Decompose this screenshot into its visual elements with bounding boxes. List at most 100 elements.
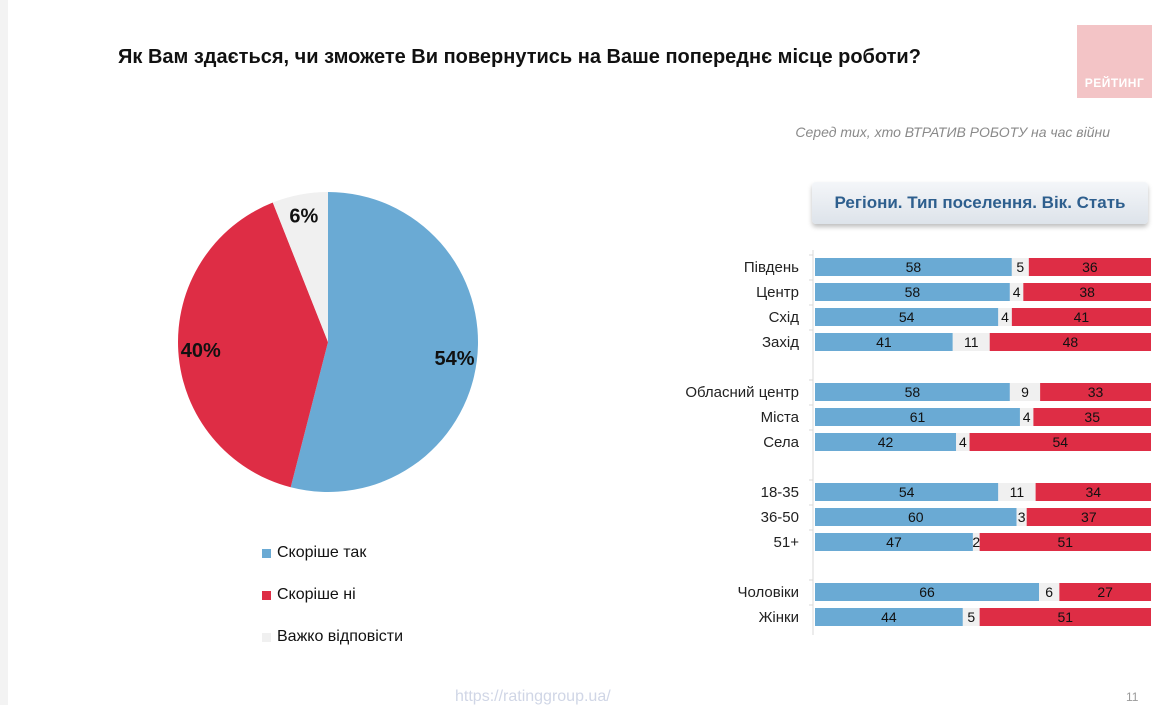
category-label: Обласний центр — [685, 384, 799, 401]
legend-swatch-no — [262, 590, 271, 600]
bar-segment-no — [1035, 483, 1151, 501]
pie-slice-no — [177, 202, 328, 488]
bar-segment-no — [1040, 383, 1151, 401]
bar-value-label: 41 — [876, 334, 892, 350]
bar-value-label: 35 — [1084, 409, 1100, 425]
bar-value-label: 38 — [1079, 284, 1095, 300]
left-edge-line — [0, 0, 8, 705]
category-label: Центр — [756, 284, 799, 301]
bar-value-label: 42 — [878, 434, 894, 450]
bar-segment-yes — [815, 283, 1010, 301]
category-label: Схід — [769, 309, 800, 326]
bar-segment-no — [969, 433, 1151, 451]
bar-segment-hard — [972, 533, 980, 551]
bar-value-label: 66 — [919, 584, 935, 600]
bar-segment-hard — [1016, 508, 1027, 526]
bar-segment-hard — [1019, 408, 1034, 426]
bar-segment-yes — [815, 433, 957, 451]
category-label: 51+ — [774, 534, 800, 551]
bar-value-label: 61 — [910, 409, 926, 425]
bar-value-label: 33 — [1088, 384, 1104, 400]
bar-segment-yes — [815, 258, 1012, 276]
category-label: Чоловіки — [737, 584, 799, 601]
bar-segment-no — [1028, 258, 1151, 276]
bar-value-label: 4 — [959, 434, 967, 450]
legend-item-hard: Важко відповісти — [262, 616, 403, 658]
bar-value-label: 48 — [1063, 334, 1079, 350]
bar-segment-no — [1026, 508, 1151, 526]
bar-segment-yes — [815, 508, 1017, 526]
bar-value-label: 54 — [899, 309, 915, 325]
category-label: Захід — [762, 334, 799, 351]
bar-value-label: 6 — [1045, 584, 1053, 600]
category-label: Міста — [761, 409, 800, 426]
legend: Скоріше так Скоріше ні Важко відповісти — [262, 532, 403, 658]
bar-value-label: 54 — [1052, 434, 1068, 450]
bar-value-label: 11 — [1010, 484, 1025, 500]
bar-segment-hard — [1009, 383, 1041, 401]
pie-slice-hard — [272, 192, 328, 342]
bar-segment-no — [1023, 283, 1151, 301]
bar-value-label: 51 — [1058, 534, 1074, 550]
legend-item-yes: Скоріше так — [262, 532, 403, 574]
pie-label-no: 40% — [181, 340, 221, 362]
bar-value-label: 44 — [881, 609, 897, 625]
category-label: Жінки — [759, 609, 799, 626]
section-header: Регіони. Тип поселення. Вік. Стать — [812, 182, 1148, 224]
legend-label-hard: Важко відповісти — [277, 628, 404, 645]
legend-swatch-hard — [262, 632, 271, 642]
bar-segment-yes — [815, 383, 1010, 401]
bar-value-label: 51 — [1058, 609, 1074, 625]
bar-value-label: 47 — [886, 534, 902, 550]
bar-segment-yes — [815, 308, 999, 326]
pie-label-hard: 6% — [289, 205, 318, 227]
bar-value-label: 4 — [1001, 309, 1009, 325]
bar-value-label: 9 — [1021, 384, 1029, 400]
category-label: Села — [763, 434, 799, 451]
bar-value-label: 2 — [972, 534, 980, 550]
bar-segment-no — [979, 533, 1151, 551]
bar-value-label: 58 — [905, 284, 921, 300]
bar-value-label: 54 — [899, 484, 915, 500]
bar-value-label: 58 — [906, 259, 922, 275]
bar-value-label: 3 — [1018, 509, 1026, 525]
bar-segment-no — [989, 333, 1151, 351]
bar-segment-no — [1033, 408, 1151, 426]
bar-segment-hard — [1039, 583, 1060, 601]
legend-label-no: Скоріше ні — [277, 586, 356, 603]
bar-value-label: 5 — [967, 609, 975, 625]
bar-segment-no — [979, 608, 1151, 626]
bar-segment-yes — [815, 608, 963, 626]
bar-segment-hard — [962, 608, 980, 626]
bar-value-label: 4 — [1023, 409, 1031, 425]
bar-segment-yes — [815, 408, 1020, 426]
bar-value-label: 60 — [908, 509, 924, 525]
bar-segment-yes — [815, 533, 973, 551]
page-number: 11 — [1126, 690, 1139, 704]
rating-logo: РЕЙТИНГ — [1077, 25, 1152, 98]
page-title: Як Вам здається, чи зможете Ви повернути… — [118, 46, 921, 68]
bar-segment-yes — [815, 583, 1039, 601]
bar-value-label: 36 — [1082, 259, 1098, 275]
bar-segment-hard — [998, 483, 1036, 501]
bar-value-label: 11 — [964, 334, 979, 350]
legend-item-no: Скоріше ні — [262, 574, 403, 616]
bar-segment-no — [1059, 583, 1151, 601]
bar-segment-hard — [998, 308, 1012, 326]
category-label: 36-50 — [761, 509, 799, 526]
footer-url-link[interactable]: https://ratinggroup.ua/ — [455, 688, 611, 705]
chart-subtitle: Серед тих, хто ВТРАТИВ РОБОТУ на час вій… — [795, 124, 1110, 140]
category-label: Південь — [744, 259, 799, 276]
pie-label-yes: 54% — [434, 348, 474, 370]
legend-swatch-yes — [262, 548, 271, 558]
bar-value-label: 5 — [1016, 259, 1024, 275]
bar-segment-hard — [956, 433, 970, 451]
pie-slice-yes — [290, 192, 478, 492]
bar-value-label: 41 — [1074, 309, 1090, 325]
bar-segment-yes — [815, 483, 999, 501]
bar-segment-hard — [952, 333, 990, 351]
bar-value-label: 4 — [1013, 284, 1021, 300]
category-label: 18-35 — [761, 484, 799, 501]
bar-value-label: 37 — [1081, 509, 1097, 525]
